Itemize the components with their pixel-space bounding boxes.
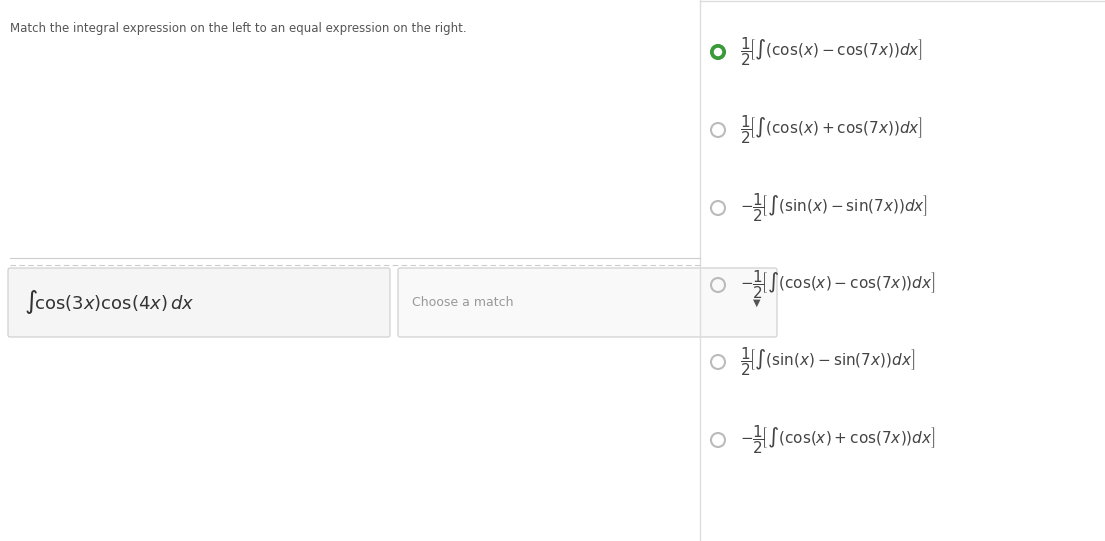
Text: $-\dfrac{1}{2}\!\left[\int(\cos(x)+\cos(7x))dx\right]$: $-\dfrac{1}{2}\!\left[\int(\cos(x)+\cos(…	[740, 424, 936, 457]
FancyBboxPatch shape	[8, 268, 390, 337]
Text: $-\dfrac{1}{2}\!\left[\int(\sin(x)-\sin(7x))dx\right]$: $-\dfrac{1}{2}\!\left[\int(\sin(x)-\sin(…	[740, 192, 928, 225]
Circle shape	[715, 49, 722, 56]
Text: $-\dfrac{1}{2}\!\left[\int(\cos(x)-\cos(7x))dx\right]$: $-\dfrac{1}{2}\!\left[\int(\cos(x)-\cos(…	[740, 269, 936, 301]
Text: $\dfrac{1}{2}\!\left[\int(\sin(x)-\sin(7x))dx\right]$: $\dfrac{1}{2}\!\left[\int(\sin(x)-\sin(7…	[740, 346, 915, 378]
Text: $\dfrac{1}{2}\!\left[\int(\cos(x)+\cos(7x))dx\right]$: $\dfrac{1}{2}\!\left[\int(\cos(x)+\cos(7…	[740, 114, 923, 147]
Text: Match the integral expression on the left to an equal expression on the right.: Match the integral expression on the lef…	[10, 22, 466, 35]
Text: $\int\!\cos(3x)\cos(4x)\,dx$: $\int\!\cos(3x)\cos(4x)\,dx$	[24, 288, 194, 316]
Text: Choose a match: Choose a match	[412, 296, 514, 309]
Text: $\dfrac{1}{2}\!\left[\int(\cos(x)-\cos(7x))dx\right]$: $\dfrac{1}{2}\!\left[\int(\cos(x)-\cos(7…	[740, 36, 923, 68]
FancyBboxPatch shape	[398, 268, 777, 337]
Circle shape	[711, 45, 725, 59]
Text: ▼: ▼	[754, 298, 760, 307]
